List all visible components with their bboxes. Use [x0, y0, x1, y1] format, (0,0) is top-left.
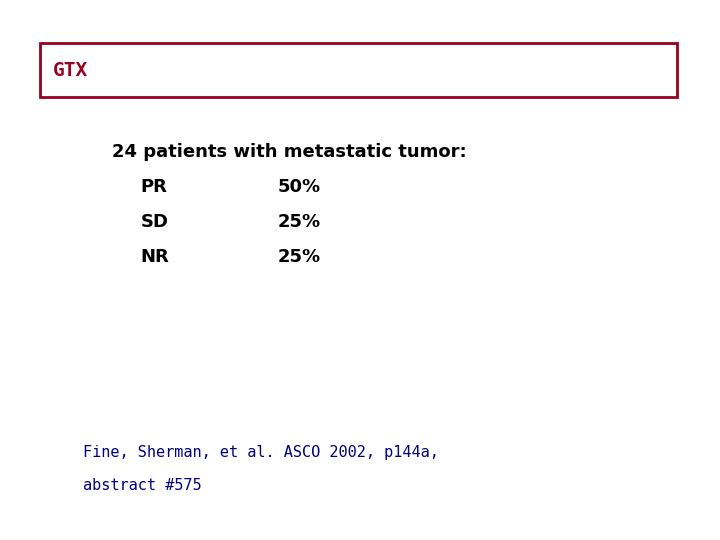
Text: PR: PR — [140, 178, 167, 196]
Text: 25%: 25% — [277, 213, 320, 231]
Text: NR: NR — [140, 248, 169, 266]
Text: 50%: 50% — [277, 178, 320, 196]
Text: Fine, Sherman, et al. ASCO 2002, p144a,: Fine, Sherman, et al. ASCO 2002, p144a, — [83, 446, 438, 461]
Text: abstract #575: abstract #575 — [83, 478, 202, 493]
FancyBboxPatch shape — [40, 43, 677, 97]
Text: GTX: GTX — [53, 60, 88, 80]
Text: SD: SD — [140, 213, 168, 231]
Text: 24 patients with metastatic tumor:: 24 patients with metastatic tumor: — [112, 143, 467, 161]
Text: 25%: 25% — [277, 248, 320, 266]
